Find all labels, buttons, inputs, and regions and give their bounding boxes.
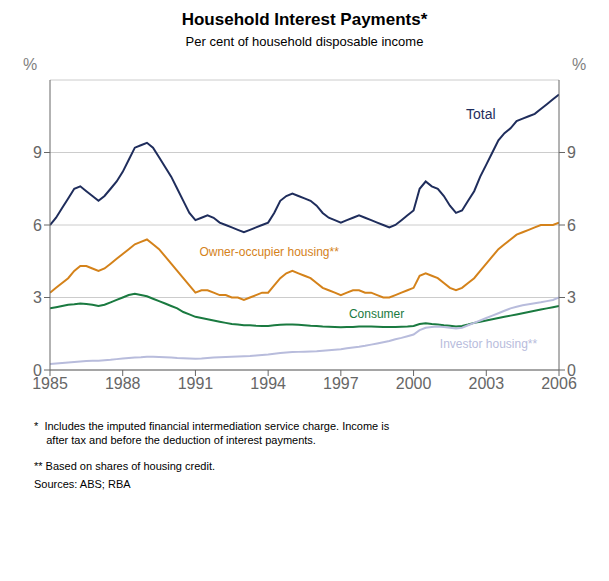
svg-text:Investor housing**: Investor housing** [440, 337, 538, 351]
svg-text:9: 9 [33, 144, 42, 161]
html-text:Per cent of household disposab: Per cent of household disposable income [185, 34, 424, 49]
html-text:Sources: ABS; RBA: Sources: ABS; RBA [34, 478, 131, 490]
svg-text:Owner-occupier housing**: Owner-occupier housing** [199, 245, 339, 259]
svg-text:%: % [572, 56, 586, 73]
svg-text:1988: 1988 [105, 375, 141, 392]
svg-text:Total: Total [466, 106, 496, 122]
svg-text:2000: 2000 [396, 375, 432, 392]
svg-text:1997: 1997 [323, 375, 359, 392]
svg-text:6: 6 [33, 217, 42, 234]
svg-text:Consumer: Consumer [349, 307, 404, 321]
html-text:** Based on shares of housing: ** Based on shares of housing credit. [34, 460, 215, 472]
svg-text:1994: 1994 [250, 375, 286, 392]
svg-text:3: 3 [567, 289, 576, 306]
svg-text:1985: 1985 [32, 375, 68, 393]
svg-text:3: 3 [33, 289, 42, 306]
svg-text:%: % [23, 56, 37, 73]
html-text:* Includes the imputed financi: * Includes the imputed financial interme… [34, 420, 390, 446]
svg-text:0: 0 [567, 362, 576, 379]
svg-text:6: 6 [567, 217, 576, 234]
svg-text:1991: 1991 [178, 375, 214, 392]
html-text:Household Interest Payments*: Household Interest Payments* [181, 10, 428, 29]
svg-text:2006: 2006 [541, 375, 577, 393]
svg-text:9: 9 [567, 144, 576, 161]
svg-text:0: 0 [33, 362, 42, 379]
svg-text:2003: 2003 [468, 375, 504, 392]
